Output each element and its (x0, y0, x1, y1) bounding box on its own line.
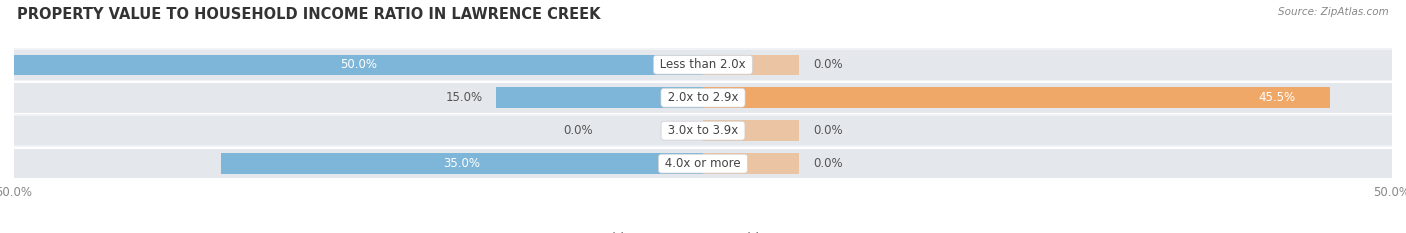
Legend: Without Mortgage, With Mortgage: Without Mortgage, With Mortgage (578, 228, 828, 233)
Text: 45.5%: 45.5% (1258, 91, 1295, 104)
Bar (703, 120, 800, 141)
Bar (703, 55, 800, 75)
Text: 0.0%: 0.0% (813, 157, 842, 170)
Text: 0.0%: 0.0% (813, 124, 842, 137)
Bar (14, 149, 1392, 178)
Bar (221, 153, 703, 174)
Text: 0.0%: 0.0% (813, 58, 842, 71)
Text: 50.0%: 50.0% (340, 58, 377, 71)
Text: Less than 2.0x: Less than 2.0x (657, 58, 749, 71)
Text: 15.0%: 15.0% (446, 91, 482, 104)
Bar (14, 147, 1392, 180)
Bar (496, 87, 703, 108)
Bar (14, 81, 1392, 114)
Text: PROPERTY VALUE TO HOUSEHOLD INCOME RATIO IN LAWRENCE CREEK: PROPERTY VALUE TO HOUSEHOLD INCOME RATIO… (17, 7, 600, 22)
Bar (703, 87, 1330, 108)
Bar (14, 50, 1392, 79)
Bar (14, 83, 1392, 113)
Text: 4.0x or more: 4.0x or more (661, 157, 745, 170)
Bar (14, 116, 1392, 145)
Text: 3.0x to 3.9x: 3.0x to 3.9x (664, 124, 742, 137)
Text: 35.0%: 35.0% (443, 157, 481, 170)
Text: Source: ZipAtlas.com: Source: ZipAtlas.com (1278, 7, 1389, 17)
Bar (703, 153, 800, 174)
Text: 0.0%: 0.0% (564, 124, 593, 137)
Bar (14, 55, 703, 75)
Bar (14, 114, 1392, 147)
Text: 2.0x to 2.9x: 2.0x to 2.9x (664, 91, 742, 104)
Bar (14, 48, 1392, 81)
